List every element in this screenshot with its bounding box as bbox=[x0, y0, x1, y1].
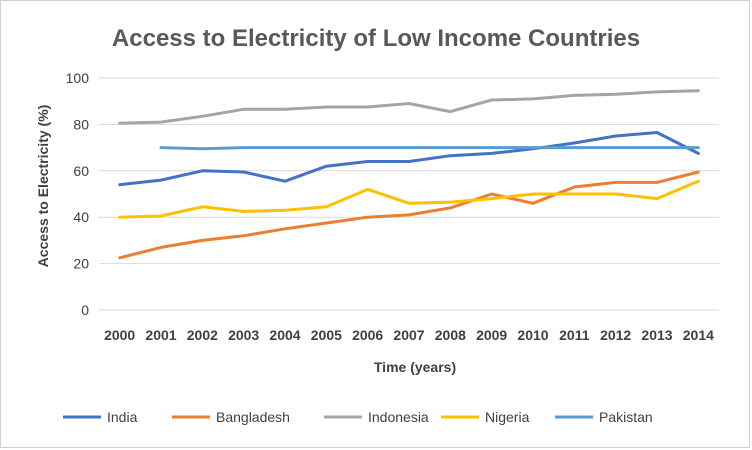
x-tick-label: 2014 bbox=[683, 327, 714, 343]
x-tick-label: 2004 bbox=[269, 327, 300, 343]
legend-item-pakistan: Pakistan bbox=[555, 409, 653, 425]
x-tick-label: 2001 bbox=[145, 327, 176, 343]
legend-item-bangladesh: Bangladesh bbox=[172, 409, 290, 425]
series-line-india bbox=[118, 131, 700, 187]
x-tick-label: 2003 bbox=[228, 327, 259, 343]
y-tick-labels: 0 20 40 60 80 100 bbox=[66, 70, 90, 318]
x-tick-label: 2010 bbox=[517, 327, 548, 343]
x-tick-labels: 2000 2001 2002 2003 2004 2005 2006 2007 2008 2009… bbox=[104, 327, 714, 343]
legend-label: Indonesia bbox=[368, 409, 429, 425]
x-tick-label: 2005 bbox=[311, 327, 342, 343]
x-tick-label: 2011 bbox=[559, 327, 590, 343]
x-tick-label: 2009 bbox=[476, 327, 507, 343]
x-tick-label: 2008 bbox=[435, 327, 466, 343]
chart-title: Access to Electricity of Low Income Coun… bbox=[112, 25, 640, 52]
y-tick-label: 60 bbox=[73, 163, 89, 179]
x-axis-title: Time (years) bbox=[374, 359, 456, 375]
y-tick-label: 20 bbox=[73, 256, 89, 272]
x-tick-label: 2007 bbox=[393, 327, 424, 343]
series-line-indonesia bbox=[118, 89, 700, 125]
x-tick-label: 2006 bbox=[352, 327, 383, 343]
legend-label: Pakistan bbox=[599, 409, 653, 425]
y-tick-label: 80 bbox=[73, 116, 89, 132]
legend-item-india: India bbox=[63, 409, 138, 425]
legend-item-nigeria: Nigeria bbox=[441, 409, 530, 425]
series-line-bangladesh bbox=[118, 170, 700, 260]
legend-label: India bbox=[107, 409, 138, 425]
legend: India Bangladesh Indonesia Nigeria Pakistan bbox=[63, 409, 653, 425]
legend-label: Nigeria bbox=[485, 409, 530, 425]
legend-item-indonesia: Indonesia bbox=[324, 409, 429, 425]
y-tick-label: 100 bbox=[66, 70, 90, 86]
x-tick-label: 2013 bbox=[641, 327, 672, 343]
x-tick-label: 2000 bbox=[104, 327, 135, 343]
y-tick-label: 0 bbox=[81, 302, 89, 318]
y-tick-label: 40 bbox=[73, 209, 89, 225]
x-tick-label: 2002 bbox=[187, 327, 218, 343]
legend-label: Bangladesh bbox=[216, 409, 290, 425]
series-layer bbox=[118, 89, 700, 260]
series-line-pakistan bbox=[159, 146, 700, 151]
y-axis-title: Access to Electricity (%) bbox=[35, 105, 51, 268]
x-tick-label: 2012 bbox=[600, 327, 631, 343]
series-line-nigeria bbox=[118, 179, 700, 219]
